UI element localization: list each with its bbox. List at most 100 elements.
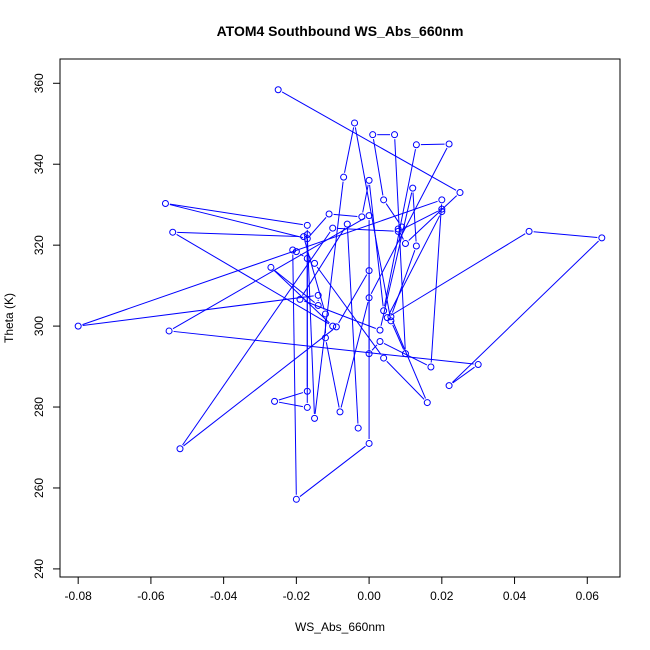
series-segment: [383, 343, 428, 366]
data-point: [303, 403, 311, 411]
series-segment: [347, 228, 359, 424]
x-axis-label: WS_Abs_660nm: [295, 620, 385, 634]
data-point: [303, 387, 311, 395]
data-point: [598, 234, 606, 242]
series-segment: [316, 266, 382, 355]
data-point: [365, 267, 373, 275]
data-point: [354, 424, 362, 432]
data-point: [369, 131, 377, 139]
y-axis: 240 260 280 300 320 340 360: [32, 73, 61, 579]
data-point: [365, 212, 373, 220]
data-point: [438, 205, 446, 213]
series-segment: [314, 181, 344, 414]
data-point: [271, 397, 279, 405]
series-segment: [306, 239, 315, 414]
series-segment: [173, 330, 474, 365]
data-point: [329, 322, 337, 330]
x-tick-label: 0.02: [430, 589, 454, 603]
data-point: [300, 233, 308, 241]
series-segment: [533, 231, 598, 238]
y-tick-label: 280: [32, 397, 46, 417]
data-point: [311, 259, 319, 267]
data-point: [391, 131, 399, 139]
data-point: [474, 361, 482, 369]
series-segment: [299, 253, 304, 257]
chart-title: ATOM4 Southbound WS_Abs_660nm: [217, 23, 464, 39]
series-segment: [281, 91, 457, 191]
y-tick-label: 240: [32, 559, 46, 579]
data-point: [358, 213, 366, 221]
series-segment: [392, 324, 405, 350]
series-segment: [430, 204, 443, 363]
data-point: [412, 141, 420, 149]
series-segment: [177, 231, 300, 238]
y-tick-label: 340: [32, 154, 46, 174]
data-point: [161, 199, 169, 207]
series-segment: [371, 344, 378, 351]
series-segment: [344, 127, 355, 173]
x-tick-label: 0.04: [503, 589, 527, 603]
series-segment: [337, 227, 394, 232]
data-point: [438, 196, 446, 204]
series-segment: [386, 360, 425, 400]
data-point: [401, 350, 409, 358]
series-segment: [183, 329, 334, 447]
series-segment: [392, 320, 426, 399]
data-point: [394, 225, 402, 233]
data-point: [267, 263, 275, 271]
data-point: [343, 220, 351, 228]
data-point: [321, 334, 329, 342]
y-axis-label: Theta (K): [2, 293, 16, 343]
series-segment: [420, 143, 445, 146]
series-segment: [82, 200, 438, 326]
series-segment: [354, 127, 391, 317]
series-segment: [301, 227, 346, 296]
data-point: [387, 313, 395, 321]
series-segment: [169, 203, 303, 226]
series-segment: [176, 234, 330, 325]
data-point: [303, 235, 311, 243]
series-segment: [408, 195, 458, 241]
x-tick-label: -0.08: [65, 589, 93, 603]
series-segment: [380, 192, 413, 326]
series-segment: [452, 366, 475, 384]
data-point: [380, 196, 388, 204]
series-segment: [304, 300, 376, 329]
series-segment: [274, 269, 315, 304]
series-segment: [278, 392, 304, 401]
data-point: [289, 246, 297, 254]
data-point: [365, 176, 373, 184]
series-segment: [451, 240, 599, 383]
series-segment: [401, 210, 439, 230]
data-point: [456, 189, 464, 197]
data-point: [296, 295, 304, 303]
x-tick-label: 0.06: [576, 589, 600, 603]
series-segment: [385, 203, 400, 224]
data-point: [409, 184, 417, 192]
series-segment: [338, 274, 368, 324]
x-tick-label: -0.04: [210, 589, 238, 603]
series-segment: [299, 445, 366, 497]
series-segment: [333, 213, 358, 217]
y-tick-label: 260: [32, 478, 46, 498]
series-segment: [182, 231, 331, 446]
data-point: [311, 414, 319, 422]
series-segment: [82, 295, 314, 327]
data-point: [365, 294, 373, 302]
data-point: [329, 224, 337, 232]
series-segment: [370, 147, 448, 295]
data-point: [165, 327, 173, 335]
series-segment: [384, 149, 416, 307]
y-tick-label: 320: [32, 235, 46, 255]
series-segment: [412, 192, 417, 242]
series-segment: [169, 204, 304, 239]
x-tick-label: -0.06: [137, 589, 165, 603]
data-point: [303, 221, 311, 229]
data-point: [351, 119, 359, 127]
data-point: [423, 399, 431, 407]
data-point: [303, 231, 311, 239]
series-segment: [390, 233, 526, 316]
data-point: [380, 307, 388, 315]
data-point: [365, 439, 373, 447]
